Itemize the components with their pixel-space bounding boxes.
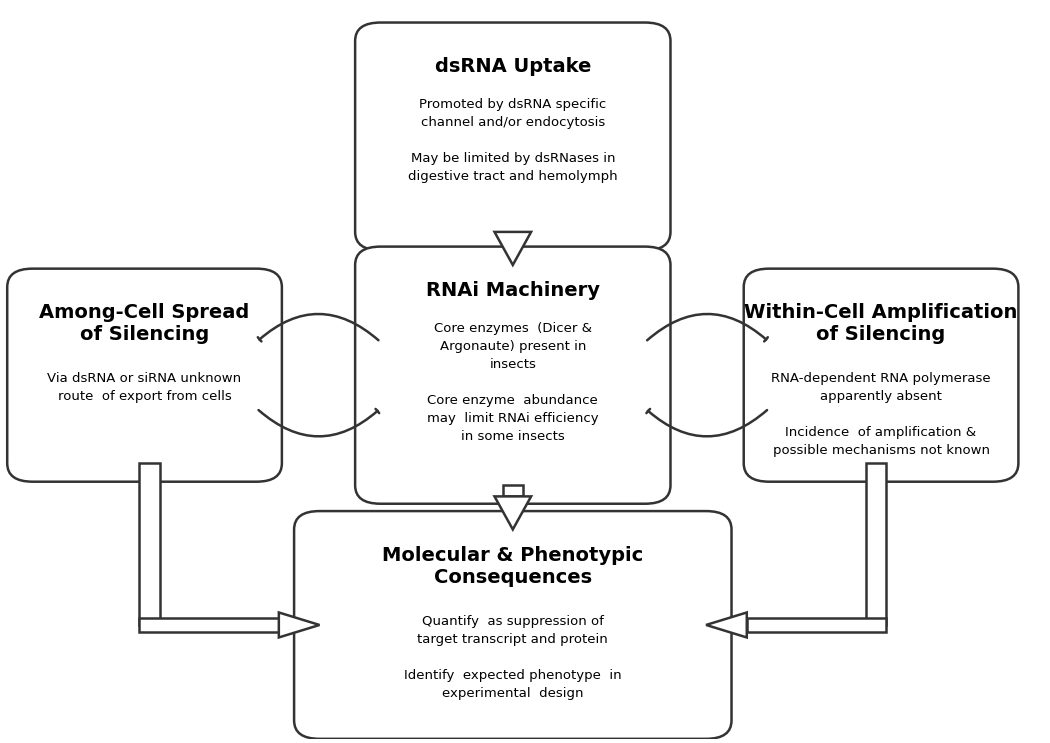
FancyBboxPatch shape bbox=[294, 511, 732, 739]
Text: Within-Cell Amplification
of Silencing: Within-Cell Amplification of Silencing bbox=[744, 303, 1017, 344]
Text: Via dsRNA or siRNA unknown
route  of export from cells: Via dsRNA or siRNA unknown route of expo… bbox=[47, 372, 242, 403]
FancyBboxPatch shape bbox=[355, 22, 671, 250]
Text: RNA-dependent RNA polymerase
apparently absent

Incidence  of amplification &
po: RNA-dependent RNA polymerase apparently … bbox=[772, 372, 991, 457]
Polygon shape bbox=[706, 612, 747, 637]
FancyBboxPatch shape bbox=[355, 247, 671, 504]
Polygon shape bbox=[495, 496, 531, 530]
Text: Quantify  as suppression of
target transcript and protein

Identify  expected ph: Quantify as suppression of target transc… bbox=[404, 614, 622, 700]
Polygon shape bbox=[495, 232, 531, 265]
FancyBboxPatch shape bbox=[866, 464, 886, 625]
Text: Molecular & Phenotypic
Consequences: Molecular & Phenotypic Consequences bbox=[382, 545, 644, 587]
Text: Among-Cell Spread
of Silencing: Among-Cell Spread of Silencing bbox=[40, 303, 250, 344]
FancyBboxPatch shape bbox=[503, 485, 523, 496]
FancyBboxPatch shape bbox=[140, 617, 279, 632]
Text: dsRNA Uptake: dsRNA Uptake bbox=[435, 57, 591, 76]
FancyBboxPatch shape bbox=[743, 269, 1018, 481]
Polygon shape bbox=[279, 612, 319, 637]
FancyBboxPatch shape bbox=[747, 617, 886, 632]
Text: RNAi Machinery: RNAi Machinery bbox=[426, 281, 600, 300]
Text: Core enzymes  (Dicer &
Argonaute) present in
insects

Core enzyme  abundance
may: Core enzymes (Dicer & Argonaute) present… bbox=[427, 322, 598, 444]
FancyBboxPatch shape bbox=[7, 269, 281, 481]
Text: Promoted by dsRNA specific
channel and/or endocytosis

May be limited by dsRNase: Promoted by dsRNA specific channel and/o… bbox=[408, 98, 617, 184]
FancyBboxPatch shape bbox=[140, 464, 160, 625]
